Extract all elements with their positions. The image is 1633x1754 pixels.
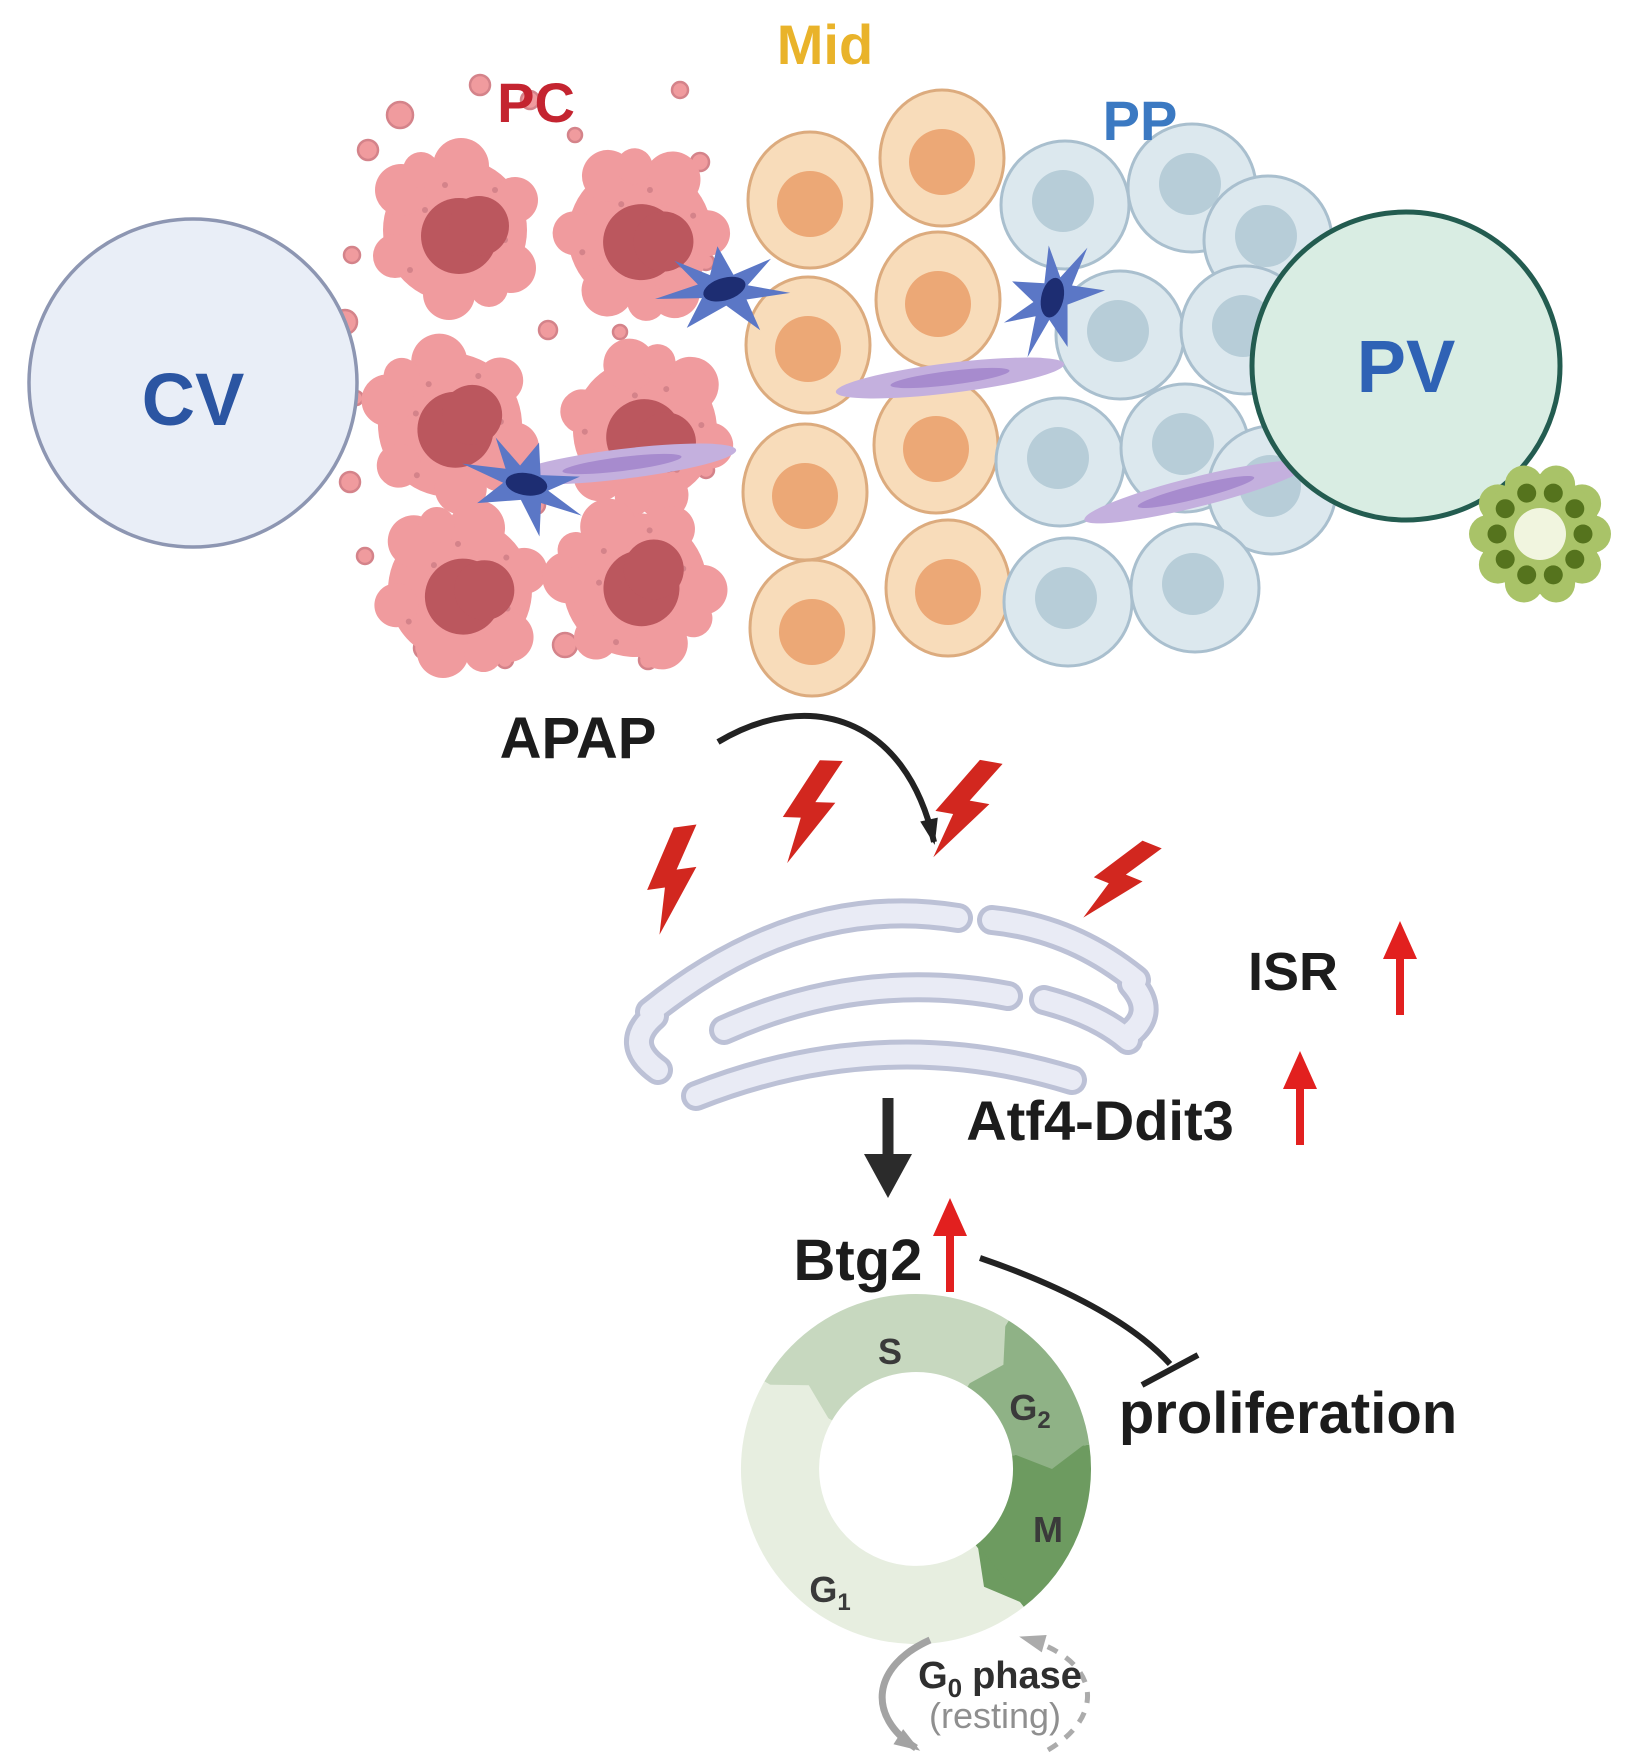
portal-vein: PV [1249,209,1563,523]
pv-label: PV [1357,325,1456,408]
phase-label-s: S [878,1331,902,1372]
mid-cell [884,518,1012,658]
cell-cycle-segment-s [764,1294,1009,1421]
central-vein-circle [27,217,359,549]
chevron-s-g2 [966,1319,1006,1385]
pc-cell [373,138,538,320]
btg2-label: Btg2 [794,1228,923,1293]
chevron-m-g1 [977,1545,1026,1605]
lightning-icon [927,753,1003,867]
er-icon [624,898,1159,1111]
phase-label-m: M [1033,1509,1063,1550]
pp-cell [999,139,1131,271]
g0-exit-arrow [878,1636,932,1751]
pp-cell [1002,536,1134,668]
apap-to-er-arrow [716,712,938,845]
mid-cell [874,230,1002,370]
mid-cell [748,558,876,698]
bile-duct-lumen [1514,508,1566,560]
cell-cycle-diagram: S G2 M G1 G0 phase (resting) [740,1294,1092,1753]
up-arrow-icon [933,1198,967,1292]
cell-cycle-segment-m [975,1444,1092,1607]
pp-cell [1129,522,1261,654]
up-arrow-icon [1383,921,1417,1015]
lightning-icon [639,824,711,936]
up-arrow-icon [1283,1051,1317,1145]
proliferation-label: proliferation [1119,1381,1457,1446]
g0-phase-label: G0 phase [918,1655,1082,1703]
phase-label-g1: G1 [809,1569,850,1616]
isr-label: ISR [1248,942,1338,1002]
g0-return-arrow [1019,1635,1090,1753]
pc-cell [363,485,558,694]
mid-cell [741,422,869,562]
apap-label: APAP [500,706,657,771]
lightning-icon [781,759,843,865]
zone-label-pc: PC [497,71,575,134]
cv-label: CV [142,358,245,441]
bile-duct-dots [1487,483,1593,585]
bile-duct-icon [1469,465,1611,603]
pathway-section: APAP ISR [500,706,1458,1446]
btg2-inhibition-arrow [979,1255,1200,1388]
pc-cell [527,116,755,352]
pc-cell-cluster [331,73,768,704]
er-to-atf4-arrow [864,1098,912,1198]
atf4-ddit3-label: Atf4-Ddit3 [966,1089,1234,1152]
lightning-icon [1078,828,1162,936]
phase-label-g2: G2 [1009,1387,1050,1434]
mid-cell [878,88,1006,228]
zone-label-pp: PP [1103,89,1178,152]
mid-cell [746,130,874,270]
tissue-band: CV PV [27,13,1611,704]
chevron-g2-m [1012,1441,1088,1469]
g0-resting-label: (resting) [929,1695,1061,1736]
central-vein: CV [27,217,359,549]
zone-label-mid: Mid [777,13,873,76]
cell-cycle-segment-g1 [740,1381,1024,1645]
portal-vein-circle [1249,209,1563,523]
chevron-g1-s [763,1384,831,1422]
